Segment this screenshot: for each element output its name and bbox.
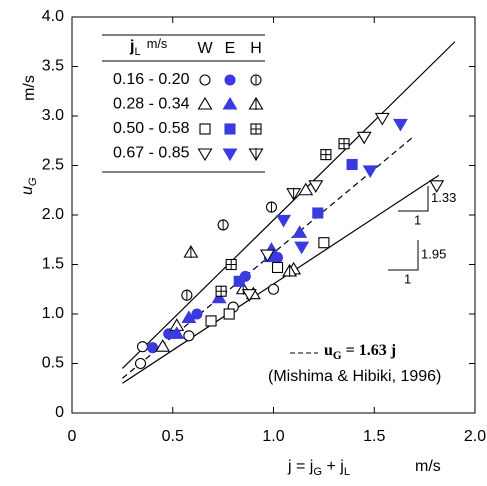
legend-header: jLm/s	[129, 36, 167, 58]
data-point	[294, 241, 310, 255]
data-point	[205, 315, 217, 327]
data-point	[271, 261, 284, 274]
data-point	[136, 341, 149, 353]
legend-label: 0.16 - 0.20	[113, 71, 190, 88]
annotation-formula-part: = 1.63 j	[342, 342, 396, 359]
legend-label: 0.67 - 0.85	[113, 145, 190, 162]
data-point	[362, 165, 378, 179]
data-point	[312, 207, 324, 219]
y-tick-label: 0	[55, 404, 64, 421]
x-tick-label: 1.5	[363, 428, 385, 445]
legend-label: 0.28 - 0.34	[113, 96, 190, 113]
x-axis-label: j = jG + jL	[287, 458, 350, 478]
data-point	[211, 290, 227, 304]
data-point	[429, 180, 445, 193]
data-point	[318, 237, 330, 249]
x-axis-label-part: + j	[322, 458, 344, 475]
x-tick-label: 1.0	[262, 428, 284, 445]
data-point	[356, 131, 372, 145]
legend-marker	[199, 123, 211, 135]
data-point	[346, 158, 358, 171]
data-point	[181, 310, 197, 324]
legend-column: E	[225, 40, 236, 57]
fit-line	[121, 41, 456, 369]
slope-triangle	[388, 240, 419, 271]
x-axis-label-part: j = j	[287, 458, 313, 475]
legend-marker	[224, 74, 236, 86]
legend-marker	[222, 96, 238, 110]
annotation-formula: uG = 1.63 j	[324, 342, 396, 362]
data-point	[308, 180, 324, 193]
legend-header-part: j	[129, 38, 134, 55]
data-point	[298, 182, 314, 196]
y-tick-label: 0.5	[42, 355, 64, 372]
data-point	[276, 214, 292, 228]
legend-marker	[197, 148, 213, 162]
data-point	[155, 339, 171, 352]
y-axis-unit: m/s	[21, 75, 38, 101]
x-tick-label: 2.0	[464, 428, 486, 445]
data-point	[241, 289, 257, 302]
data-point	[191, 308, 203, 320]
legend-label: 0.50 - 0.58	[113, 120, 190, 137]
y-tick-label: 3.5	[42, 58, 64, 75]
x-tick-label: 0.5	[162, 428, 184, 445]
legend-header-subscript: L	[134, 46, 140, 58]
fit-line	[122, 174, 440, 384]
y-axis-label-subscript: G	[27, 177, 39, 186]
data-point	[223, 308, 235, 320]
y-axis-label-part: u	[19, 186, 36, 195]
legend-column: W	[197, 40, 213, 57]
y-tick-label: 4.0	[42, 8, 64, 25]
data-point	[134, 357, 147, 370]
data-point	[183, 330, 195, 342]
slope-rise: 1.95	[421, 246, 446, 261]
slope-rise: 1.33	[431, 190, 456, 205]
data-point	[267, 283, 280, 295]
x-axis-label-subscript: L	[344, 466, 350, 478]
y-axis-label: uG	[19, 177, 39, 195]
annotation-source: (Mishima & Hibiki, 1996)	[268, 368, 441, 385]
data-point	[374, 112, 390, 126]
legend-marker	[199, 74, 211, 86]
y-tick-label: 1.0	[42, 305, 64, 322]
slope-run: 1	[414, 212, 421, 227]
legend-column: H	[250, 40, 262, 57]
annotation-formula-subscript: G	[333, 350, 342, 362]
slope-triangle	[398, 186, 429, 212]
y-tick-label: 2.0	[42, 206, 64, 223]
x-tick-label: 0	[68, 428, 77, 445]
data-point	[169, 326, 185, 339]
data-point	[259, 249, 275, 263]
x-axis-label-subscript: G	[313, 466, 322, 478]
legend-marker	[222, 148, 238, 162]
annotation-formula-part: u	[324, 342, 333, 359]
data-point	[147, 342, 159, 354]
data-point	[292, 225, 308, 238]
y-tick-label: 1.5	[42, 256, 64, 273]
data-point	[392, 118, 408, 132]
legend-header-part: m/s	[147, 36, 168, 51]
data-point	[233, 275, 245, 287]
slope-run: 1	[404, 271, 411, 286]
y-tick-label: 2.5	[42, 157, 64, 174]
y-tick-label: 3.0	[42, 107, 64, 124]
x-axis-unit: m/s	[415, 458, 441, 475]
legend-marker	[197, 96, 213, 110]
legend-marker	[224, 123, 236, 135]
